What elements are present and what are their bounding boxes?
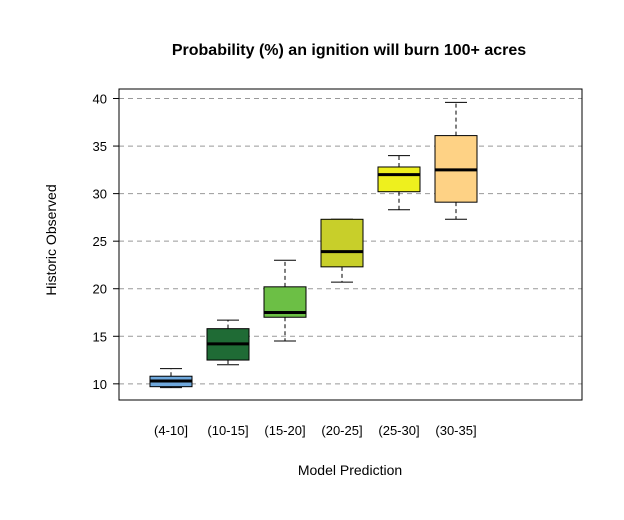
y-axis-label: Historic Observed xyxy=(43,184,59,295)
x-tick-label-0: (4-10] xyxy=(154,423,188,438)
x-tick-label-5: (30-35] xyxy=(435,423,476,438)
box-2 xyxy=(263,259,307,342)
x-axis: (4-10] (10-15] (15-20] (20-25] (25-30] (30-35… xyxy=(154,423,477,438)
x-tick-label-3: (20-25] xyxy=(321,423,362,438)
y-axis: 10 15 20 25 30 35 40 xyxy=(93,92,119,392)
x-axis-label: Model Prediction xyxy=(298,462,402,478)
box-5 xyxy=(434,101,478,220)
box-4 xyxy=(377,155,421,211)
box-0 xyxy=(149,368,193,389)
box-1 xyxy=(206,319,250,366)
x-tick-label-2: (15-20] xyxy=(264,423,305,438)
y-tick-label-10: 10 xyxy=(93,377,107,392)
y-tick-label-15: 15 xyxy=(93,329,107,344)
x-tick-label-4: (25-30] xyxy=(378,423,419,438)
box-body-3 xyxy=(320,218,364,268)
x-tick-label-1: (10-15] xyxy=(207,423,248,438)
box-layer xyxy=(149,101,478,389)
y-tick-label-40: 40 xyxy=(93,92,107,107)
y-tick-label-35: 35 xyxy=(93,139,107,154)
box-body-4 xyxy=(377,166,421,193)
y-tick-label-30: 30 xyxy=(93,187,107,202)
plot-frame xyxy=(118,88,583,401)
box-3 xyxy=(320,218,364,283)
chart-title: Probability (%) an ignition will burn 10… xyxy=(172,42,526,59)
y-tick-label-25: 25 xyxy=(93,234,107,249)
y-tick-label-20: 20 xyxy=(93,282,107,297)
